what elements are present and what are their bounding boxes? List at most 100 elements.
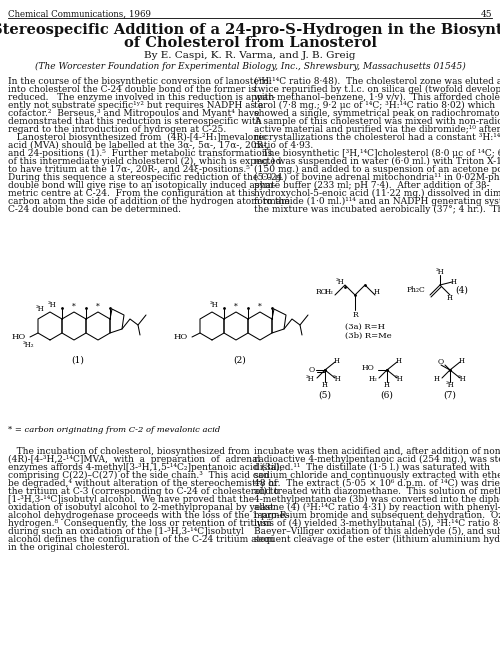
Text: active material and purified via the dibromide;¹⁰ after two: active material and purified via the dib…	[254, 125, 500, 134]
Text: alcohol defines the configuration of the C-24 tritium atom: alcohol defines the configuration of the…	[8, 535, 274, 544]
Text: alkene (4) (³H:¹⁴C ratio 4·31) by reaction with phenyl-: alkene (4) (³H:¹⁴C ratio 4·31) by reacti…	[254, 503, 500, 512]
Text: H₂: H₂	[368, 375, 377, 383]
Text: H₂: H₂	[324, 288, 333, 296]
Text: and treated with diazomethane.  This solution of methyl: and treated with diazomethane. This solu…	[254, 487, 500, 496]
Text: double bond will give rise to an isotopically induced asym-: double bond will give rise to an isotopi…	[8, 181, 276, 190]
Text: (2): (2)	[234, 355, 246, 364]
Text: H: H	[451, 278, 457, 286]
Text: H: H	[322, 381, 328, 389]
Text: carbon atom the side of addition of the hydrogen atom to the: carbon atom the side of addition of the …	[8, 197, 290, 206]
Text: ratio of 4·93.: ratio of 4·93.	[254, 141, 313, 150]
Text: acid (MVA) should be labelled at the 3α-, 5α-, 17α-, 20R-,: acid (MVA) should be labelled at the 3α-…	[8, 141, 269, 150]
Text: be degraded,⁴ without alteration of the stereochemistry of: be degraded,⁴ without alteration of the …	[8, 479, 277, 488]
Text: twice repurified by t.l.c. on silica gel (twofold development: twice repurified by t.l.c. on silica gel…	[254, 85, 500, 94]
Text: Chemical Communications, 1969: Chemical Communications, 1969	[8, 10, 151, 19]
Text: Baeyer–Villiger oxidation of this aldehyde (5), and sub-: Baeyer–Villiger oxidation of this aldehy…	[254, 527, 500, 536]
Text: and 24-positions (1).⁵  Further metabolic transformations: and 24-positions (1).⁵ Further metabolic…	[8, 149, 272, 158]
Text: (5): (5)	[318, 390, 332, 399]
Text: the tritium at C-3 (corresponding to C-24 of cholesterol) to: the tritium at C-3 (corresponding to C-2…	[8, 487, 279, 496]
Text: terol (7·8 mg.; 9·2 μc of ¹⁴C; ³H:¹⁴C ratio 8·02) which: terol (7·8 mg.; 9·2 μc of ¹⁴C; ³H:¹⁴C ra…	[254, 101, 495, 110]
Text: hydrogen.⁸  Consequently, the loss or retention of tritium: hydrogen.⁸ Consequently, the loss or ret…	[8, 519, 272, 528]
Text: [1-³H,3-¹⁴C]isobutyl alcohol.  We have proved that the: [1-³H,3-¹⁴C]isobutyl alcohol. We have pr…	[8, 495, 254, 504]
Text: ²H: ²H	[48, 301, 56, 309]
Text: formamide (1·0 ml.)¹¹⁴ and an NADPH generating system,: formamide (1·0 ml.)¹¹⁴ and an NADPH gene…	[254, 197, 500, 206]
Text: during such an oxidation of the [1-³H,3-¹⁴C]isobutyl: during such an oxidation of the [1-³H,3-…	[8, 527, 244, 536]
Text: (3b) R=Me: (3b) R=Me	[345, 332, 392, 340]
Text: ²H: ²H	[36, 305, 44, 313]
Text: HO: HO	[174, 333, 188, 341]
Text: the mixture was incubated aerobically (37°; 4 hr.).  The: the mixture was incubated aerobically (3…	[254, 205, 500, 214]
Text: *: *	[258, 303, 262, 311]
Text: A sample of this cholesterol was mixed with non-radio-: A sample of this cholesterol was mixed w…	[254, 117, 500, 126]
Text: recrystallizations the cholesterol had a constant ³H:¹⁴C: recrystallizations the cholesterol had a…	[254, 133, 500, 142]
Text: H: H	[396, 357, 402, 365]
Text: (7): (7)	[444, 390, 456, 399]
Text: R: R	[352, 311, 358, 319]
Text: H: H	[459, 357, 465, 365]
Text: metric centre at C-24.  From the configuration at this: metric centre at C-24. From the configur…	[8, 189, 256, 198]
Text: H: H	[334, 357, 340, 365]
Text: ²H: ²H	[336, 278, 344, 286]
Text: of this intermediate yield cholesterol (2), which is expected: of this intermediate yield cholesterol (…	[8, 157, 281, 166]
Text: ²H: ²H	[332, 375, 342, 383]
Text: *: *	[72, 303, 76, 311]
Text: regard to the introduction of hydrogen at C-25.: regard to the introduction of hydrogen a…	[8, 125, 226, 134]
Text: The Stereospecific Addition of a 24-pro-S-Hydrogen in the Biosynthesis: The Stereospecific Addition of a 24-pro-…	[0, 23, 500, 37]
Text: During this sequence a stereospecific reduction of the C-24: During this sequence a stereospecific re…	[8, 173, 282, 182]
Text: 48 hr.  The extract (5·05 × 10⁶ d.p.m. of ¹⁴C) was dried: 48 hr. The extract (5·05 × 10⁶ d.p.m. of…	[254, 479, 500, 488]
Text: to have tritium at the 17α-, 20R-, and 24ξ-positions.⁵: to have tritium at the 17α-, 20R-, and 2…	[8, 165, 250, 174]
Text: cofactor.²  Berseus,³ and Mitropoulos and Myant⁴ have: cofactor.² Berseus,³ and Mitropoulos and…	[8, 109, 260, 118]
Text: ently not substrate specific¹ʸ² but requires NADPH as a: ently not substrate specific¹ʸ² but requ…	[8, 101, 264, 110]
Text: sodium chloride and continuously extracted with ether for: sodium chloride and continuously extract…	[254, 471, 500, 480]
Text: oxidation of isobutyl alcohol to 2-methylpropanal by yeast: oxidation of isobutyl alcohol to 2-methy…	[8, 503, 274, 512]
Text: enzymes affords 4-methyl[3-³H,1,5-¹⁴C₂]pentanoic acid (3a),: enzymes affords 4-methyl[3-³H,1,5-¹⁴C₂]p…	[8, 463, 282, 472]
Text: ²H: ²H	[394, 375, 404, 383]
Text: (4R)-[4-³H,2-¹⁴C]MVA,  with  a  preparation  of  adrenal: (4R)-[4-³H,2-¹⁴C]MVA, with a preparation…	[8, 455, 260, 464]
Text: into cholesterol the C-24 double bond of the former is: into cholesterol the C-24 double bond of…	[8, 85, 256, 94]
Text: 4-methylpentanoate (3b) was converted into the diphenyl-: 4-methylpentanoate (3b) was converted in…	[254, 495, 500, 504]
Text: (4): (4)	[455, 286, 468, 294]
Text: H: H	[434, 375, 440, 383]
Text: with methanol–benzene, 1·9 v/v).  This afforded choles-: with methanol–benzene, 1·9 v/v). This af…	[254, 93, 500, 102]
Text: HO: HO	[361, 364, 374, 372]
Text: reduced.   The enzyme involved in this reduction is appar-: reduced. The enzyme involved in this red…	[8, 93, 276, 102]
Text: phate buffer (233 ml; pH 7·4).  After addition of 3β-: phate buffer (233 ml; pH 7·4). After add…	[254, 181, 490, 190]
Text: (The Worcester Foundation for Experimental Biology, Inc., Shrewsbury, Massachuse: (The Worcester Foundation for Experiment…	[34, 62, 466, 71]
Text: RO: RO	[315, 288, 327, 296]
Text: showed a single, symmetrical peak on radiochromatography.: showed a single, symmetrical peak on rad…	[254, 109, 500, 118]
Text: C-24 double bond can be determined.: C-24 double bond can be determined.	[8, 205, 181, 214]
Text: ²H: ²H	[436, 268, 444, 276]
Text: (150 mg.) and added to a suspension of an acetone powder: (150 mg.) and added to a suspension of a…	[254, 165, 500, 174]
Text: ²H: ²H	[210, 301, 218, 309]
Text: The incubation of cholesterol, biosynthesized from: The incubation of cholesterol, biosynthe…	[8, 447, 250, 456]
Text: ²H: ²H	[305, 375, 314, 383]
Text: radioactive 4-methylpentanoic acid (254 mg.), was steam: radioactive 4-methylpentanoic acid (254 …	[254, 455, 500, 464]
Text: (6): (6)	[380, 390, 394, 399]
Text: (3a) R=H: (3a) R=H	[345, 323, 385, 331]
Text: *: *	[96, 303, 100, 311]
Text: H: H	[384, 381, 390, 389]
Text: in the original cholesterol.: in the original cholesterol.	[8, 543, 130, 552]
Text: O: O	[309, 366, 315, 374]
Text: HO: HO	[12, 333, 26, 341]
Text: By E. Caspi, K. R. Varma, and J. B. Greig: By E. Caspi, K. R. Varma, and J. B. Grei…	[144, 51, 356, 60]
Text: H: H	[374, 288, 380, 296]
Text: Lanosterol biosynthesized from  (4R)-[4-²H₁]mevalonic: Lanosterol biosynthesized from (4R)-[4-²…	[8, 133, 267, 142]
Text: ²H₂: ²H₂	[22, 341, 34, 349]
Text: Ph₂C: Ph₂C	[406, 286, 425, 294]
Text: alcohol dehydrogenase proceeds with the loss of the 1-pro-R-: alcohol dehydrogenase proceeds with the …	[8, 511, 290, 520]
Text: hydroxychol-5-enoic acid (11·22 mg.) dissolved in dimethyl-: hydroxychol-5-enoic acid (11·22 mg.) dis…	[254, 189, 500, 198]
Text: H: H	[447, 294, 453, 302]
Text: of Cholesterol from Lanosterol: of Cholesterol from Lanosterol	[124, 36, 376, 50]
Text: distilled.¹¹  The distillate (1·5 l.) was saturated with: distilled.¹¹ The distillate (1·5 l.) was…	[254, 463, 490, 472]
Text: *: *	[234, 303, 238, 311]
Text: ²H: ²H	[458, 375, 466, 383]
Text: magnesium bromide and subsequent dehydration.  Ozono-: magnesium bromide and subsequent dehydra…	[254, 511, 500, 520]
Text: 45: 45	[480, 10, 492, 19]
Text: O: O	[438, 358, 444, 366]
Text: demonstrated that this reduction is stereospecific with: demonstrated that this reduction is ster…	[8, 117, 262, 126]
Text: lysis of (4) yielded 3-methylbutanal (5), ³H:¹⁴C ratio 8·46.: lysis of (4) yielded 3-methylbutanal (5)…	[254, 519, 500, 528]
Text: ²H: ²H	[446, 381, 454, 389]
Text: (5·0 g.) of bovine adrenal mitochondria¹¹ in 0·02M-phos-: (5·0 g.) of bovine adrenal mitochondria¹…	[254, 173, 500, 182]
Text: sequent cleavage of the ester (lithium aluminium hydride): sequent cleavage of the ester (lithium a…	[254, 535, 500, 544]
